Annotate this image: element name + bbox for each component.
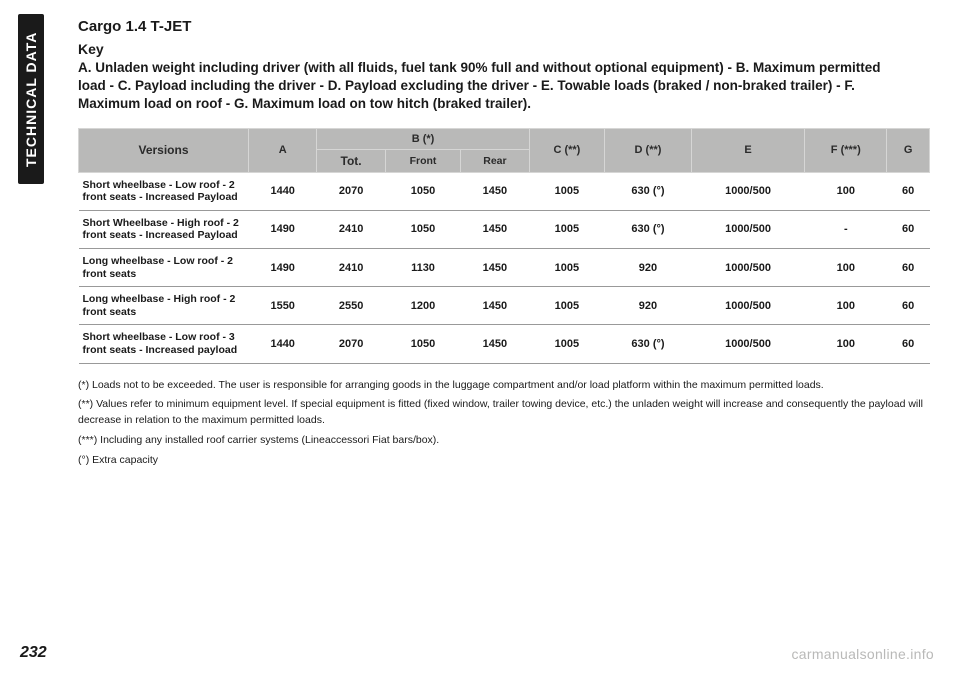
table-cell: 1000/500 (691, 172, 804, 210)
table-cell: 2070 (317, 172, 385, 210)
table-cell: 1450 (461, 287, 529, 325)
table-cell: 1000/500 (691, 249, 804, 287)
table-cell: 1440 (249, 172, 317, 210)
table-cell: 1450 (461, 249, 529, 287)
th-b-tot: Tot. (317, 149, 385, 172)
th-a: A (249, 128, 317, 172)
table-cell: 630 (°) (605, 325, 692, 363)
table-cell: 100 (805, 287, 887, 325)
th-versions: Versions (79, 128, 249, 172)
table-cell: 1005 (529, 287, 605, 325)
table-cell: 1050 (385, 210, 460, 248)
page-number: 232 (20, 644, 47, 662)
table-row: Short wheelbase - Low roof - 3 front sea… (79, 325, 930, 363)
weights-table: Versions A B (*) C (**) D (**) E F (***)… (78, 128, 930, 364)
table-cell: 60 (887, 249, 930, 287)
table-cell: Long wheelbase - Low roof - 2 front seat… (79, 249, 249, 287)
th-d: D (**) (605, 128, 692, 172)
table-cell: 60 (887, 210, 930, 248)
footnote: (***) Including any installed roof carri… (78, 433, 930, 449)
table-cell: 60 (887, 287, 930, 325)
table-cell: 1050 (385, 172, 460, 210)
table-cell: Short wheelbase - Low roof - 2 front sea… (79, 172, 249, 210)
key-label: Key (78, 41, 930, 57)
table-cell: 1440 (249, 325, 317, 363)
page-content: Cargo 1.4 T-JET Key A. Unladen weight in… (48, 18, 930, 648)
table-cell: 1005 (529, 210, 605, 248)
table-cell: 630 (°) (605, 172, 692, 210)
th-b-rear: Rear (461, 149, 529, 172)
table-cell: 1005 (529, 325, 605, 363)
table-cell: 2410 (317, 249, 385, 287)
table-cell: 1490 (249, 210, 317, 248)
table-cell: 1000/500 (691, 287, 804, 325)
table-cell: 630 (°) (605, 210, 692, 248)
table-row: Long wheelbase - High roof - 2 front sea… (79, 287, 930, 325)
table-cell: 100 (805, 172, 887, 210)
table-cell: 1450 (461, 172, 529, 210)
footnotes: (*) Loads not to be exceeded. The user i… (78, 378, 930, 469)
th-g: G (887, 128, 930, 172)
footnote: (**) Values refer to minimum equipment l… (78, 397, 930, 429)
table-cell: 920 (605, 287, 692, 325)
table-body: Short wheelbase - Low roof - 2 front sea… (79, 172, 930, 363)
key-text: A. Unladen weight including driver (with… (78, 59, 898, 114)
footnote: (°) Extra capacity (78, 453, 930, 469)
side-tab: TECHNICAL DATA (18, 14, 44, 184)
th-b-front: Front (385, 149, 460, 172)
table-cell: 1550 (249, 287, 317, 325)
brand-watermark: carmanualsonline.info (792, 646, 935, 662)
table-cell: 1450 (461, 325, 529, 363)
table-cell: 1490 (249, 249, 317, 287)
table-row: Long wheelbase - Low roof - 2 front seat… (79, 249, 930, 287)
table-cell: 2410 (317, 210, 385, 248)
section-title: Cargo 1.4 T-JET (78, 18, 930, 35)
table-cell: 1130 (385, 249, 460, 287)
th-e: E (691, 128, 804, 172)
table-cell: Long wheelbase - High roof - 2 front sea… (79, 287, 249, 325)
table-row: Short Wheelbase - High roof - 2 front se… (79, 210, 930, 248)
table-cell: - (805, 210, 887, 248)
table-cell: 1200 (385, 287, 460, 325)
th-f: F (***) (805, 128, 887, 172)
table-row: Short wheelbase - Low roof - 2 front sea… (79, 172, 930, 210)
table-cell: 1000/500 (691, 210, 804, 248)
table-cell: 2550 (317, 287, 385, 325)
table-cell: 1005 (529, 249, 605, 287)
table-cell: Short Wheelbase - High roof - 2 front se… (79, 210, 249, 248)
table-cell: Short wheelbase - Low roof - 3 front sea… (79, 325, 249, 363)
table-cell: 60 (887, 172, 930, 210)
table-cell: 920 (605, 249, 692, 287)
th-c: C (**) (529, 128, 605, 172)
table-cell: 2070 (317, 325, 385, 363)
table-cell: 100 (805, 325, 887, 363)
table-cell: 1450 (461, 210, 529, 248)
table-cell: 1000/500 (691, 325, 804, 363)
table-cell: 1005 (529, 172, 605, 210)
table-cell: 60 (887, 325, 930, 363)
table-cell: 100 (805, 249, 887, 287)
footnote: (*) Loads not to be exceeded. The user i… (78, 378, 930, 394)
table-cell: 1050 (385, 325, 460, 363)
th-b: B (*) (317, 128, 529, 149)
